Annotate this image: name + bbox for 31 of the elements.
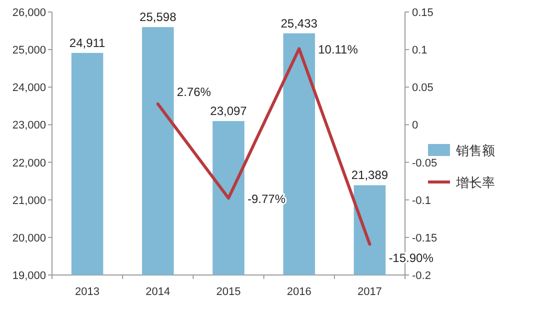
y2-tick-label: -0.1 xyxy=(412,194,431,207)
data-label: 23,097 xyxy=(210,104,248,118)
legend-label: 增长率 xyxy=(455,175,495,190)
data-label: 21,389 xyxy=(351,168,388,182)
y-tick-label: 21,000 xyxy=(12,194,46,207)
x-tick-label: 2014 xyxy=(146,286,170,298)
y2-tick-label: -0.05 xyxy=(412,157,438,170)
y2-tick-label: 0.05 xyxy=(412,82,434,94)
y2-tick-label: 0.15 xyxy=(412,7,434,19)
x-tick-label: 2015 xyxy=(216,286,241,298)
data-label: 24,911 xyxy=(69,36,106,50)
y-tick-label: 20,000 xyxy=(12,232,46,244)
legend-label: 销售额 xyxy=(455,143,495,158)
x-tick-label: 2016 xyxy=(286,286,312,298)
y-tick-label: 23,000 xyxy=(12,120,46,132)
data-label: 25,598 xyxy=(140,10,177,24)
y-tick-label: 25,000 xyxy=(12,44,46,57)
y-tick-label: 22,000 xyxy=(12,157,46,170)
x-tick-label: 2013 xyxy=(75,286,100,298)
data-label: -15.90% xyxy=(388,251,434,266)
data-label: 10.11% xyxy=(318,42,358,57)
y-tick-label: 19,000 xyxy=(12,270,46,282)
y2-tick-label: 0 xyxy=(412,120,418,132)
y2-tick-label: -0.15 xyxy=(412,232,438,244)
y-tick-label: 24,000 xyxy=(12,82,46,94)
y2-tick-label: 0.1 xyxy=(412,44,428,57)
data-label: 2.76% xyxy=(176,84,212,99)
y-tick-label: 26,000 xyxy=(12,7,46,19)
y2-tick-label: -0.2 xyxy=(412,270,431,282)
data-label: 25,433 xyxy=(280,16,318,30)
x-tick-label: 2017 xyxy=(357,286,382,298)
